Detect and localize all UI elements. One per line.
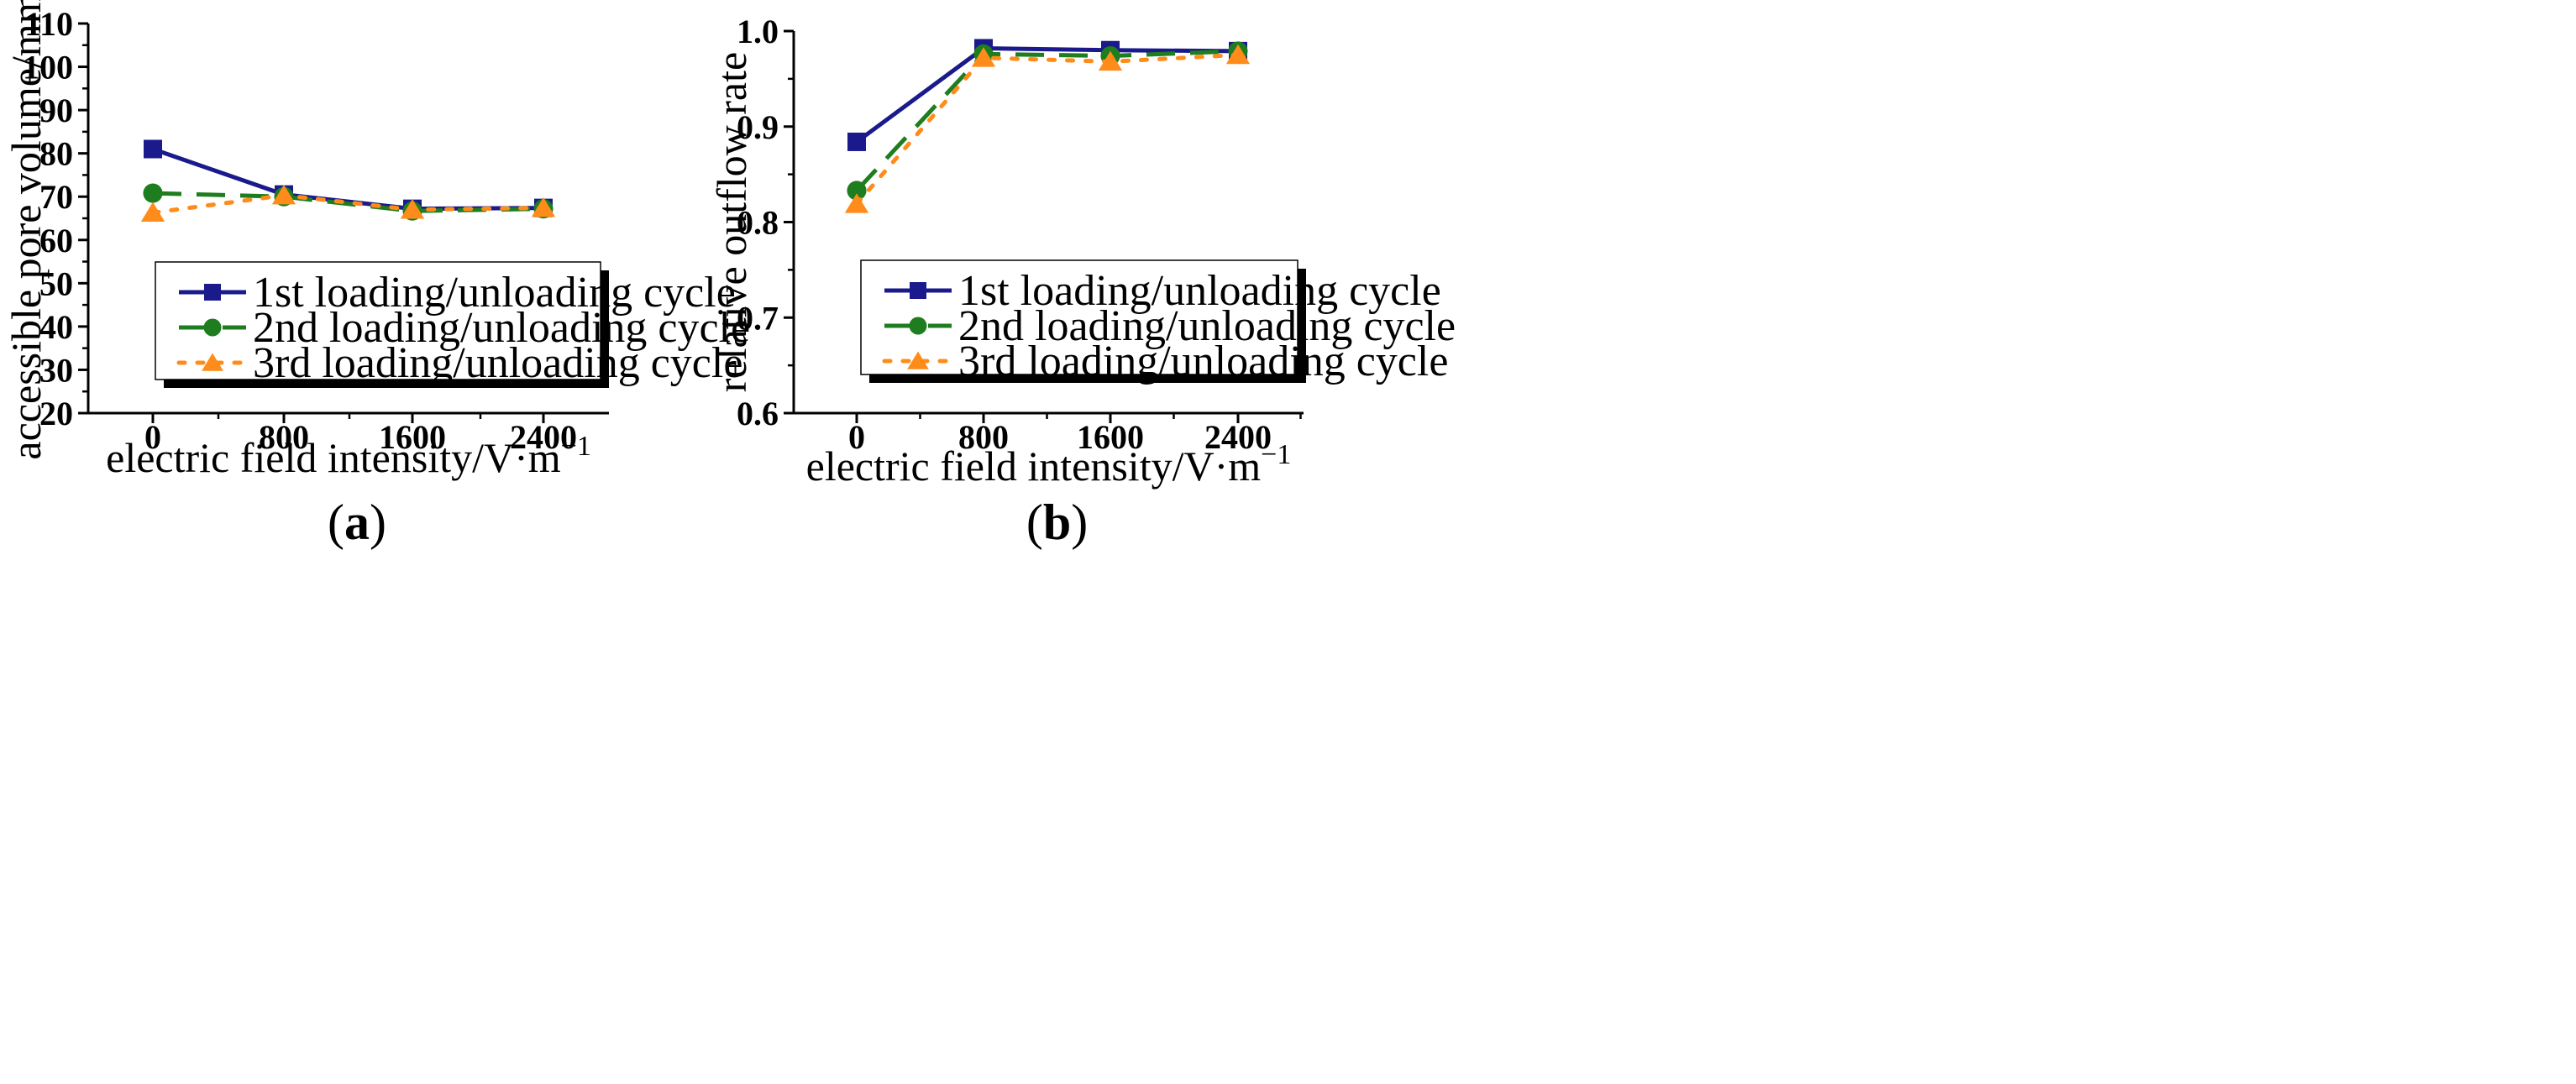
- data-point-series-1: [847, 132, 866, 151]
- panel-label-close-paren: ): [1071, 495, 1088, 550]
- y-tick-label: 40: [39, 308, 73, 346]
- y-tick-label: 70: [39, 178, 73, 216]
- legend-label: 2nd loading/unloading cycle: [253, 304, 750, 352]
- legend-label: 3rd loading/unloading cycle: [958, 338, 1448, 385]
- panel-label: (b): [1026, 495, 1088, 550]
- y-tick-label: 30: [39, 351, 73, 389]
- x-tick-label: 800: [259, 418, 309, 456]
- legend-marker-series-1: [204, 284, 221, 301]
- legend-marker-series-2: [203, 318, 222, 337]
- legend-box: [155, 261, 601, 380]
- y-tick-label: 100: [23, 49, 73, 86]
- y-tick-label: 80: [39, 135, 73, 173]
- series-line-2: [152, 191, 544, 213]
- y-tick-label: 0.7: [737, 299, 779, 337]
- x-axis-title: electric field intensity/V·m−1: [806, 439, 1292, 490]
- data-point-series-2: [847, 181, 867, 201]
- data-point-series-2: [143, 183, 163, 203]
- legend-marker-series-3: [907, 351, 929, 369]
- panel-a: 20 30 40 50 60 70 80 90 100 110 0 800 1600 2400electr…: [0, 0, 750, 550]
- x-axis-title-text: electric field intensity/V·m: [806, 443, 1262, 490]
- series-line-1: [152, 147, 544, 212]
- y-tick-label: 90: [39, 92, 73, 129]
- x-axis-title-text: electric field intensity/V·m: [106, 434, 561, 481]
- panel-label-letter: b: [1043, 495, 1071, 550]
- x-axis-title-superscript: −1: [561, 431, 591, 462]
- x-tick-label: 2400: [510, 418, 577, 456]
- legend-marker-series-3: [202, 353, 223, 371]
- legend-box: [860, 259, 1298, 375]
- y-axis-title: relative outflow rate: [708, 52, 755, 392]
- y-axis-title: accessible pore volume/mm3: [0, 0, 50, 460]
- y-tick-label: 110: [24, 5, 73, 43]
- data-point-series-3: [1225, 44, 1251, 65]
- panel-label-letter: a: [344, 495, 370, 550]
- legend-marker-series-2: [909, 317, 927, 335]
- x-tick-label: 1600: [1077, 418, 1144, 456]
- x-axis-title: electric field intensity/V·m−1: [106, 431, 591, 481]
- x-tick-label: 1600: [379, 418, 446, 456]
- data-point-series-3: [271, 185, 296, 205]
- data-point-series-1: [144, 139, 162, 159]
- panel-label: (a): [328, 495, 386, 550]
- panel-label-close-paren: ): [370, 495, 386, 550]
- data-point-series-3: [140, 202, 165, 223]
- panel-label-open-paren: (: [328, 495, 344, 550]
- legend-label: 3rd loading/unloading cycle: [253, 339, 742, 387]
- panel-label-open-paren: (: [1026, 495, 1043, 550]
- x-tick-label: 0: [144, 418, 161, 456]
- data-point-series-3: [1098, 50, 1123, 71]
- legend-label: 1st loading/unloading cycle: [253, 269, 736, 317]
- y-axis-title-text: relative outflow rate: [708, 52, 755, 392]
- legend-label: 1st loading/unloading cycle: [958, 267, 1441, 315]
- y-tick-label: 20: [39, 395, 73, 432]
- y-tick-label: 0.9: [737, 108, 779, 146]
- legend-label: 2nd loading/unloading cycle: [958, 302, 1456, 350]
- x-tick-label: 0: [848, 418, 865, 456]
- series-line-3: [854, 52, 1241, 207]
- y-tick-label: 50: [39, 264, 73, 302]
- data-point-series-3: [400, 199, 425, 219]
- x-axis-title-superscript: −1: [1261, 439, 1291, 470]
- data-point-series-3: [531, 196, 556, 217]
- data-point-series-3: [844, 193, 869, 213]
- series-line-2: [855, 49, 1239, 192]
- y-tick-label: 1.0: [737, 13, 779, 50]
- x-tick-label: 2400: [1204, 418, 1272, 456]
- y-tick-label: 0.8: [737, 204, 779, 242]
- x-tick-label: 800: [958, 418, 1009, 456]
- data-point-series-3: [971, 47, 996, 67]
- y-axis-title-text: accessible pore volume/mm: [3, 0, 50, 460]
- y-tick-label: 0.6: [737, 395, 779, 432]
- y-tick-label: 60: [39, 222, 73, 259]
- series-line-1: [855, 45, 1239, 144]
- legend-marker-series-1: [910, 282, 926, 299]
